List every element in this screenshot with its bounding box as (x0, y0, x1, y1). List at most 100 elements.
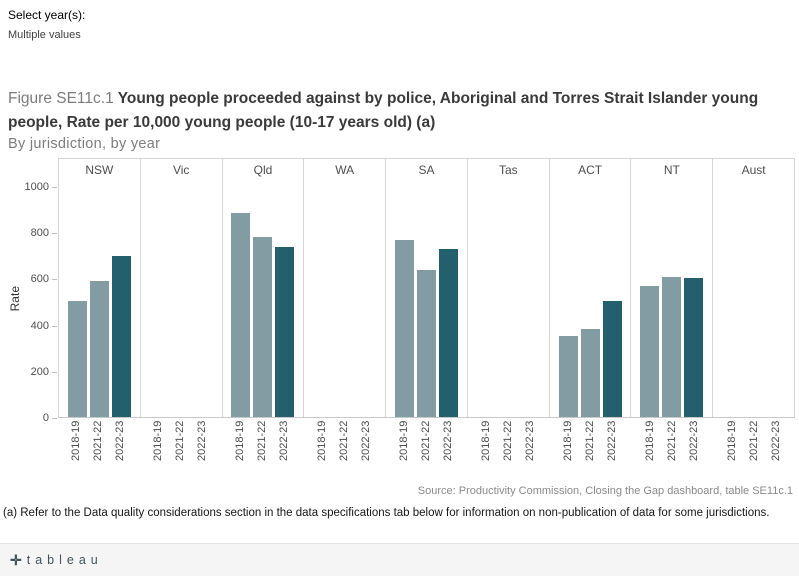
column-header-vic: Vic (141, 159, 223, 180)
x-tick-label: 2021-22 (583, 421, 596, 462)
x-tick-label: 2021-22 (174, 421, 187, 462)
x-tick-label: 2021-22 (92, 421, 105, 462)
x-tick-label: 2018-19 (152, 421, 165, 462)
y-tick-label: 800 (30, 227, 49, 240)
x-labels-qld: 2018-19 2021-22 2022-23 (222, 418, 304, 480)
panel-act (550, 180, 632, 417)
y-tick-mark (52, 233, 57, 235)
bar-sa-2021-22[interactable] (417, 270, 437, 417)
panel-nsw (59, 180, 141, 417)
source-note: Source: Productivity Commission, Closing… (417, 485, 793, 497)
title-text: Young people proceeded against by police… (8, 90, 759, 131)
column-header-wa: WA (304, 159, 387, 180)
panel-tas (468, 180, 550, 417)
y-axis-title-wrap: Rate (8, 180, 22, 418)
filter-label: Select year(s): (8, 8, 86, 22)
column-header-nt: NT (631, 159, 714, 180)
y-tick-mark (52, 371, 57, 373)
panel-vic (141, 180, 223, 417)
x-tick-label: 2021-22 (665, 421, 678, 462)
x-tick-label: 2022-23 (523, 421, 536, 462)
bar-sa-2018-19[interactable] (395, 240, 415, 417)
bar-chart: Rate 0 200 400 600 800 1000 NSW Vic Qld WA SA Tas A… (8, 158, 796, 480)
x-tick-label: 2021-22 (501, 421, 514, 462)
title-block: Figure SE11c.1 Young people proceeded aga… (8, 87, 787, 152)
x-labels-aust: 2018-19 2021-22 2022-23 (713, 418, 795, 480)
column-header-sa: SA (386, 159, 468, 180)
x-tick-label: 2022-23 (114, 421, 127, 462)
tableau-plus-icon: ✛ (10, 551, 22, 568)
x-tick-label: 2018-19 (725, 421, 738, 462)
x-axis-labels: 2018-19 2021-22 2022-23 2018-19 2021-22 2022-… (58, 418, 795, 480)
x-tick-label: 2022-23 (360, 421, 373, 462)
bar-sa-2022-23[interactable] (439, 249, 459, 417)
panel-nt (631, 180, 714, 417)
x-tick-label: 2018-19 (561, 421, 574, 462)
x-tick-label: 2022-23 (196, 421, 209, 462)
y-tick-mark (52, 279, 57, 281)
bar-nt-2018-19[interactable] (640, 286, 660, 417)
x-tick-label: 2022-23 (687, 421, 700, 462)
y-tick-label: 1000 (24, 180, 49, 193)
bar-nsw-2022-23[interactable] (111, 256, 131, 417)
x-labels-nt: 2018-19 2021-22 2022-23 (631, 418, 713, 480)
panel-wa (304, 180, 387, 417)
x-tick-label: 2018-19 (643, 421, 656, 462)
bar-nt-2021-22[interactable] (662, 277, 682, 417)
panel-qld (223, 180, 305, 417)
bar-nt-2022-23[interactable] (684, 278, 704, 417)
x-tick-label: 2018-19 (70, 421, 83, 462)
bar-qld-2022-23[interactable] (275, 247, 295, 417)
chart-subtitle: By jurisdiction, by year (8, 136, 161, 152)
column-headers: NSW Vic Qld WA SA Tas ACT NT Aust (58, 158, 796, 180)
panel-sa (386, 180, 468, 417)
x-labels-vic: 2018-19 2021-22 2022-23 (140, 418, 222, 480)
y-tick-label: 600 (30, 273, 49, 286)
y-axis-title: Rate (8, 286, 22, 312)
bar-qld-2018-19[interactable] (231, 213, 251, 417)
x-tick-label: 2022-23 (605, 421, 618, 462)
column-header-tas: Tas (468, 159, 550, 180)
x-labels-wa: 2018-19 2021-22 2022-23 (304, 418, 386, 480)
y-tick-mark (52, 325, 57, 327)
chart-grid: NSW Vic Qld WA SA Tas ACT NT Aust 2018-19 2021-22… (58, 158, 796, 480)
tableau-brand-text: tableau (26, 553, 103, 567)
bar-nsw-2021-22[interactable] (89, 281, 109, 417)
x-labels-tas: 2018-19 2021-22 2022-23 (467, 418, 549, 480)
panel-aust (713, 180, 796, 417)
tableau-logo[interactable]: ✛ tableau (10, 552, 103, 569)
x-tick-label: 2018-19 (316, 421, 329, 462)
bar-act-2021-22[interactable] (580, 329, 600, 417)
x-tick-label: 2021-22 (420, 421, 432, 462)
x-tick-label: 2022-23 (769, 421, 782, 462)
y-tick-mark (52, 418, 57, 419)
column-header-qld: Qld (223, 159, 305, 180)
bar-nsw-2018-19[interactable] (67, 301, 87, 417)
y-tick-label: 0 (42, 412, 49, 424)
filter-value-dropdown[interactable]: Multiple values (8, 29, 81, 41)
column-header-nsw: NSW (59, 159, 141, 180)
x-tick-label: 2018-19 (479, 421, 492, 462)
x-tick-label: 2018-19 (398, 421, 410, 462)
y-tick-mark (52, 186, 57, 188)
column-header-act: ACT (550, 159, 632, 180)
footnote: (a) Refer to the Data quality considerat… (3, 507, 770, 519)
x-tick-label: 2018-19 (234, 421, 247, 462)
x-labels-act: 2018-19 2021-22 2022-23 (549, 418, 631, 480)
y-tick-label: 400 (30, 319, 49, 332)
x-tick-label: 2022-23 (278, 421, 291, 462)
x-tick-label: 2021-22 (338, 421, 351, 462)
chart-title: Figure SE11c.1 Young people proceeded aga… (8, 87, 787, 135)
year-filter: Select year(s): Multiple values (0, 0, 799, 41)
x-tick-label: 2022-23 (442, 421, 454, 462)
y-axis: 0 200 400 600 800 1000 (22, 158, 58, 424)
bar-act-2022-23[interactable] (602, 301, 622, 417)
bar-qld-2021-22[interactable] (253, 237, 273, 417)
x-labels-nsw: 2018-19 2021-22 2022-23 (58, 418, 140, 480)
x-tick-label: 2021-22 (256, 421, 269, 462)
x-tick-label: 2021-22 (747, 421, 760, 462)
y-tick-label: 200 (30, 365, 49, 378)
figure-number: Figure SE11c.1 (8, 90, 114, 107)
bar-act-2018-19[interactable] (558, 336, 578, 417)
